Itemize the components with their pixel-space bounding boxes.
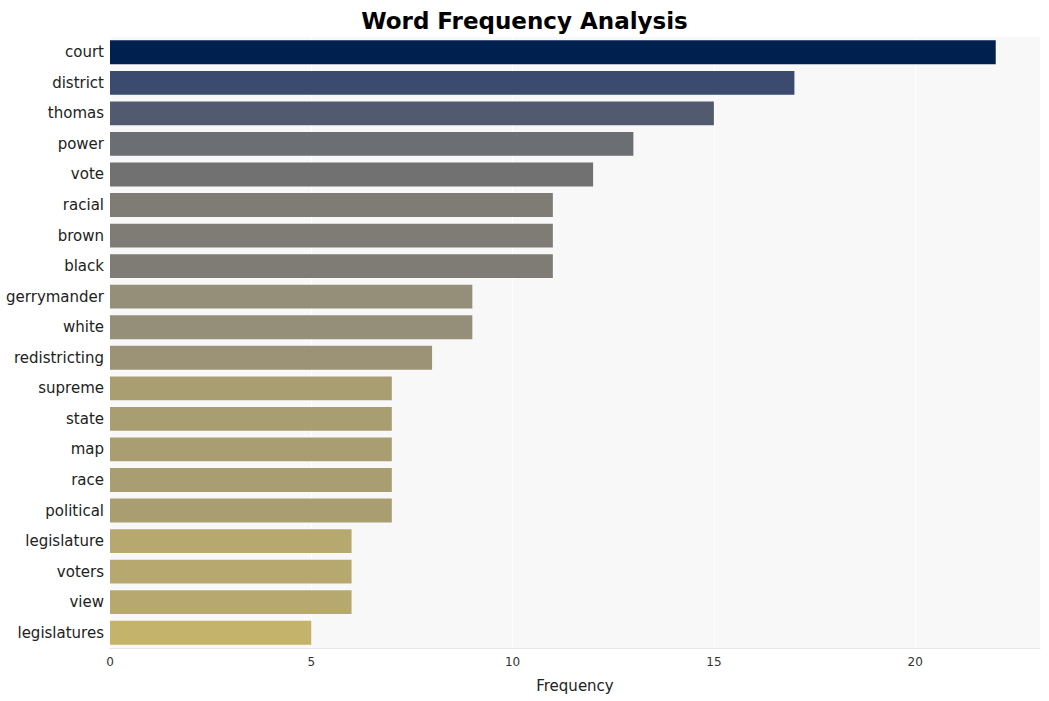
svg-text:white: white [63, 318, 104, 336]
svg-text:supreme: supreme [38, 379, 104, 397]
svg-text:legislature: legislature [25, 532, 104, 550]
svg-text:legislatures: legislatures [17, 624, 104, 642]
svg-text:Frequency: Frequency [536, 677, 614, 695]
svg-text:black: black [64, 257, 104, 275]
svg-text:thomas: thomas [48, 104, 104, 122]
svg-text:district: district [52, 74, 104, 92]
svg-text:court: court [65, 43, 104, 61]
svg-text:gerrymander: gerrymander [6, 288, 105, 306]
svg-text:race: race [71, 471, 104, 489]
svg-text:voters: voters [57, 563, 104, 581]
svg-text:brown: brown [58, 227, 104, 245]
svg-text:20: 20 [908, 655, 923, 669]
svg-text:racial: racial [63, 196, 104, 214]
svg-text:5: 5 [307, 655, 315, 669]
svg-text:map: map [71, 440, 104, 458]
svg-text:redistricting: redistricting [14, 349, 104, 367]
svg-text:0: 0 [106, 655, 114, 669]
svg-text:Word Frequency Analysis: Word Frequency Analysis [361, 8, 688, 34]
svg-text:15: 15 [706, 655, 721, 669]
svg-text:10: 10 [505, 655, 520, 669]
svg-text:political: political [45, 502, 104, 520]
svg-text:view: view [69, 593, 104, 611]
svg-text:state: state [66, 410, 104, 428]
svg-text:power: power [58, 135, 105, 153]
svg-text:vote: vote [71, 165, 104, 183]
